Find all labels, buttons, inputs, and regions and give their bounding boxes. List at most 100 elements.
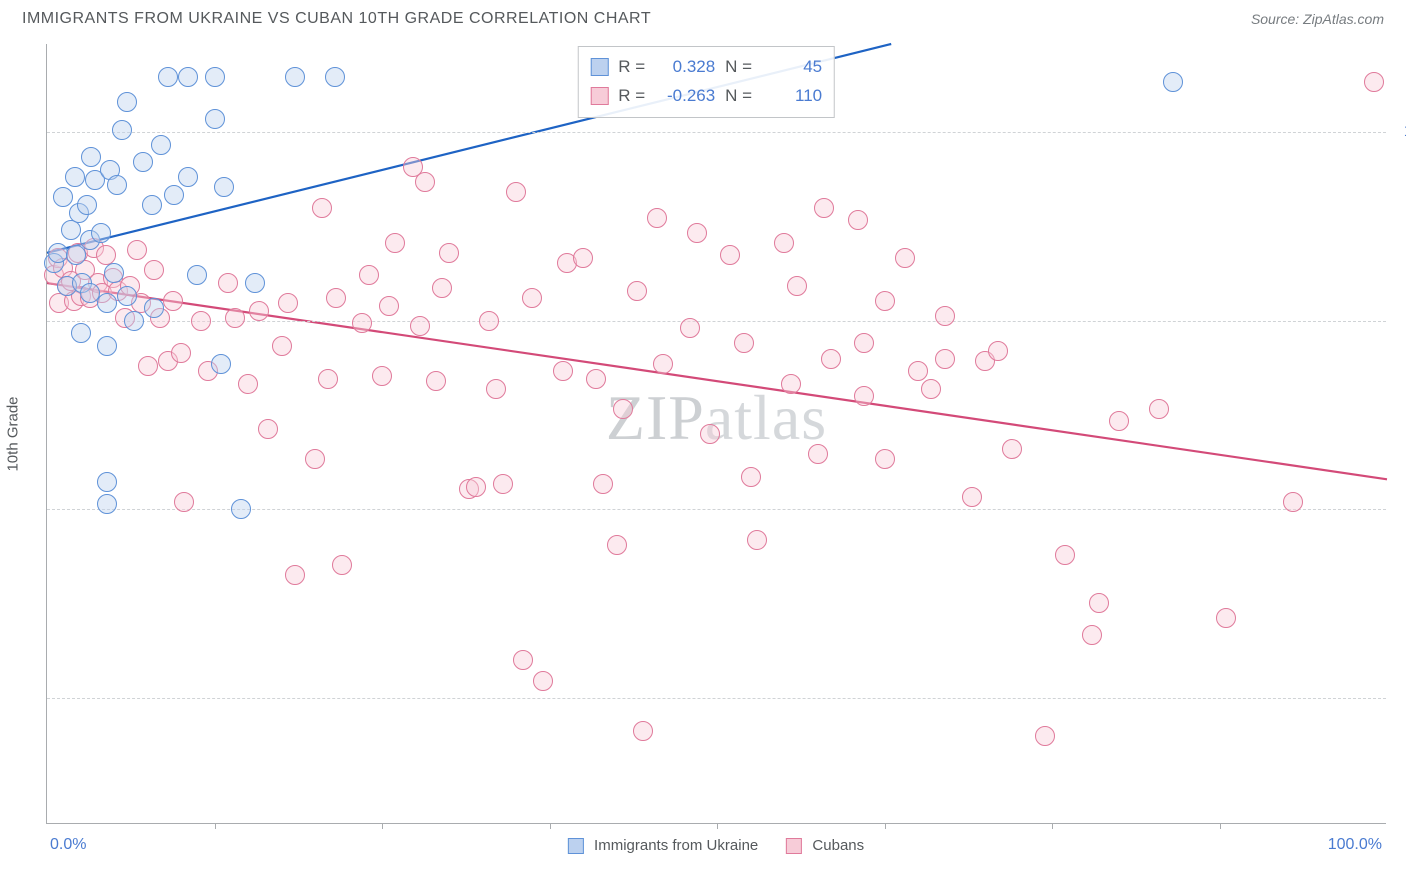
marker-cubans — [533, 671, 553, 691]
gridline — [47, 321, 1386, 322]
marker-cubans — [1089, 593, 1109, 613]
marker-cubans — [1082, 625, 1102, 645]
marker-cubans — [627, 281, 647, 301]
marker-cubans — [318, 369, 338, 389]
marker-cubans — [144, 260, 164, 280]
marker-ukraine — [133, 152, 153, 172]
marker-cubans — [513, 650, 533, 670]
marker-cubans — [586, 369, 606, 389]
marker-cubans — [734, 333, 754, 353]
marker-ukraine — [178, 67, 198, 87]
marker-cubans — [466, 477, 486, 497]
marker-cubans — [522, 288, 542, 308]
marker-cubans — [553, 361, 573, 381]
marker-cubans — [379, 296, 399, 316]
marker-ukraine — [97, 336, 117, 356]
marker-cubans — [174, 492, 194, 512]
marker-cubans — [821, 349, 841, 369]
marker-cubans — [988, 341, 1008, 361]
marker-cubans — [573, 248, 593, 268]
marker-cubans — [326, 288, 346, 308]
marker-cubans — [285, 565, 305, 585]
marker-cubans — [875, 449, 895, 469]
marker-ukraine — [205, 67, 225, 87]
plot-area: 10th Grade ZIPatlas R = 0.328 N = 45 R =… — [46, 44, 1386, 824]
marker-cubans — [687, 223, 707, 243]
marker-cubans — [875, 291, 895, 311]
swatch-b-icon — [590, 87, 608, 105]
marker-cubans — [410, 316, 430, 336]
marker-cubans — [218, 273, 238, 293]
marker-ukraine — [53, 187, 73, 207]
marker-cubans — [908, 361, 928, 381]
stats-legend: R = 0.328 N = 45 R = -0.263 N = 110 — [577, 46, 835, 118]
source-attribution: Source: ZipAtlas.com — [1251, 11, 1384, 27]
marker-cubans — [258, 419, 278, 439]
marker-cubans — [607, 535, 627, 555]
x-axis-max: 100.0% — [1328, 836, 1382, 854]
marker-ukraine — [124, 311, 144, 331]
n-label-b: N = — [725, 82, 752, 111]
x-tick — [215, 823, 216, 829]
marker-cubans — [808, 444, 828, 464]
marker-cubans — [633, 721, 653, 741]
marker-cubans — [415, 172, 435, 192]
marker-cubans — [854, 386, 874, 406]
marker-cubans — [895, 248, 915, 268]
r-label-b: R = — [618, 82, 645, 111]
marker-ukraine — [107, 175, 127, 195]
marker-ukraine — [91, 223, 111, 243]
marker-cubans — [372, 366, 392, 386]
marker-ukraine — [97, 494, 117, 514]
marker-cubans — [1364, 72, 1384, 92]
marker-ukraine — [117, 92, 137, 112]
n-value-b: 110 — [762, 82, 822, 111]
marker-cubans — [613, 399, 633, 419]
n-value-a: 45 — [762, 53, 822, 82]
marker-ukraine — [48, 243, 68, 263]
marker-cubans — [848, 210, 868, 230]
legend-swatch-a-icon — [568, 838, 584, 854]
marker-cubans — [1283, 492, 1303, 512]
x-tick — [885, 823, 886, 829]
marker-ukraine — [285, 67, 305, 87]
marker-ukraine — [245, 273, 265, 293]
legend-swatch-b-icon — [786, 838, 802, 854]
marker-cubans — [359, 265, 379, 285]
marker-ukraine — [1163, 72, 1183, 92]
legend-item-a: Immigrants from Ukraine — [568, 837, 758, 854]
r-value-a: 0.328 — [655, 53, 715, 82]
marker-ukraine — [205, 109, 225, 129]
marker-ukraine — [211, 354, 231, 374]
marker-ukraine — [104, 263, 124, 283]
marker-cubans — [935, 349, 955, 369]
marker-cubans — [163, 291, 183, 311]
marker-cubans — [814, 198, 834, 218]
marker-ukraine — [325, 67, 345, 87]
marker-cubans — [1055, 545, 1075, 565]
x-axis-min: 0.0% — [50, 836, 86, 854]
r-label-a: R = — [618, 53, 645, 82]
marker-cubans — [493, 474, 513, 494]
legend-item-b: Cubans — [786, 837, 864, 854]
marker-cubans — [305, 449, 325, 469]
marker-cubans — [781, 374, 801, 394]
x-tick — [1220, 823, 1221, 829]
marker-ukraine — [164, 185, 184, 205]
marker-cubans — [385, 233, 405, 253]
r-value-b: -0.263 — [655, 82, 715, 111]
x-tick — [382, 823, 383, 829]
chart-title: IMMIGRANTS FROM UKRAINE VS CUBAN 10TH GR… — [22, 10, 651, 28]
marker-cubans — [439, 243, 459, 263]
marker-cubans — [774, 233, 794, 253]
marker-cubans — [479, 311, 499, 331]
x-tick — [550, 823, 551, 829]
x-tick — [1052, 823, 1053, 829]
marker-cubans — [352, 313, 372, 333]
marker-ukraine — [77, 195, 97, 215]
marker-cubans — [191, 311, 211, 331]
marker-ukraine — [142, 195, 162, 215]
marker-ukraine — [81, 147, 101, 167]
marker-cubans — [593, 474, 613, 494]
marker-cubans — [1216, 608, 1236, 628]
